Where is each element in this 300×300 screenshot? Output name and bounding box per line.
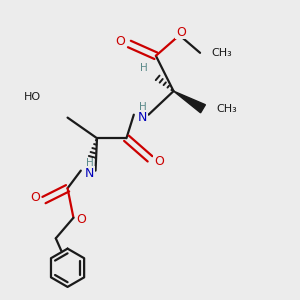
Text: O: O	[154, 155, 164, 168]
Text: O: O	[76, 213, 86, 226]
Polygon shape	[174, 91, 206, 113]
Text: HO: HO	[24, 92, 41, 102]
Text: CH₃: CH₃	[212, 48, 232, 58]
Text: O: O	[176, 26, 186, 39]
Text: CH₃: CH₃	[216, 104, 237, 114]
Text: H: H	[140, 63, 148, 73]
Text: N: N	[138, 111, 147, 124]
Text: O: O	[30, 190, 40, 204]
Text: O: O	[116, 34, 125, 48]
Text: H: H	[139, 102, 146, 112]
Text: N: N	[85, 167, 94, 180]
Text: H: H	[86, 158, 94, 168]
